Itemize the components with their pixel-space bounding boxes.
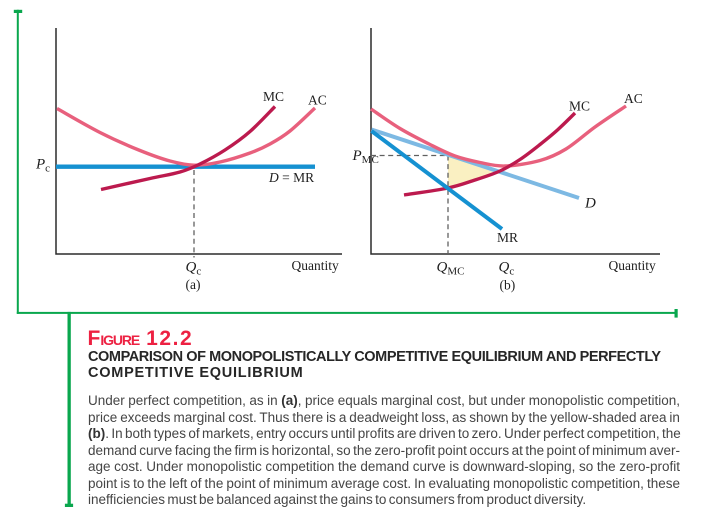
svg-text:QMC: QMC xyxy=(437,260,465,278)
svg-text:(b): (b) xyxy=(500,278,516,293)
svg-text:Quantity: Quantity xyxy=(609,258,656,273)
svg-text:AC: AC xyxy=(308,92,327,107)
svg-text:MC: MC xyxy=(569,99,590,114)
svg-text:Pc: Pc xyxy=(35,157,50,175)
svg-text:Quantity: Quantity xyxy=(292,258,339,273)
svg-text:Qc: Qc xyxy=(186,260,202,278)
svg-text:D = MR: D = MR xyxy=(268,170,314,185)
svg-text:MC: MC xyxy=(263,89,284,104)
svg-text:Qc: Qc xyxy=(499,260,515,278)
svg-text:(a): (a) xyxy=(186,277,201,292)
svg-text:AC: AC xyxy=(624,91,643,106)
svg-text:D: D xyxy=(584,196,596,212)
svg-text:MR: MR xyxy=(497,230,518,245)
svg-text:PMC: PMC xyxy=(352,148,379,166)
